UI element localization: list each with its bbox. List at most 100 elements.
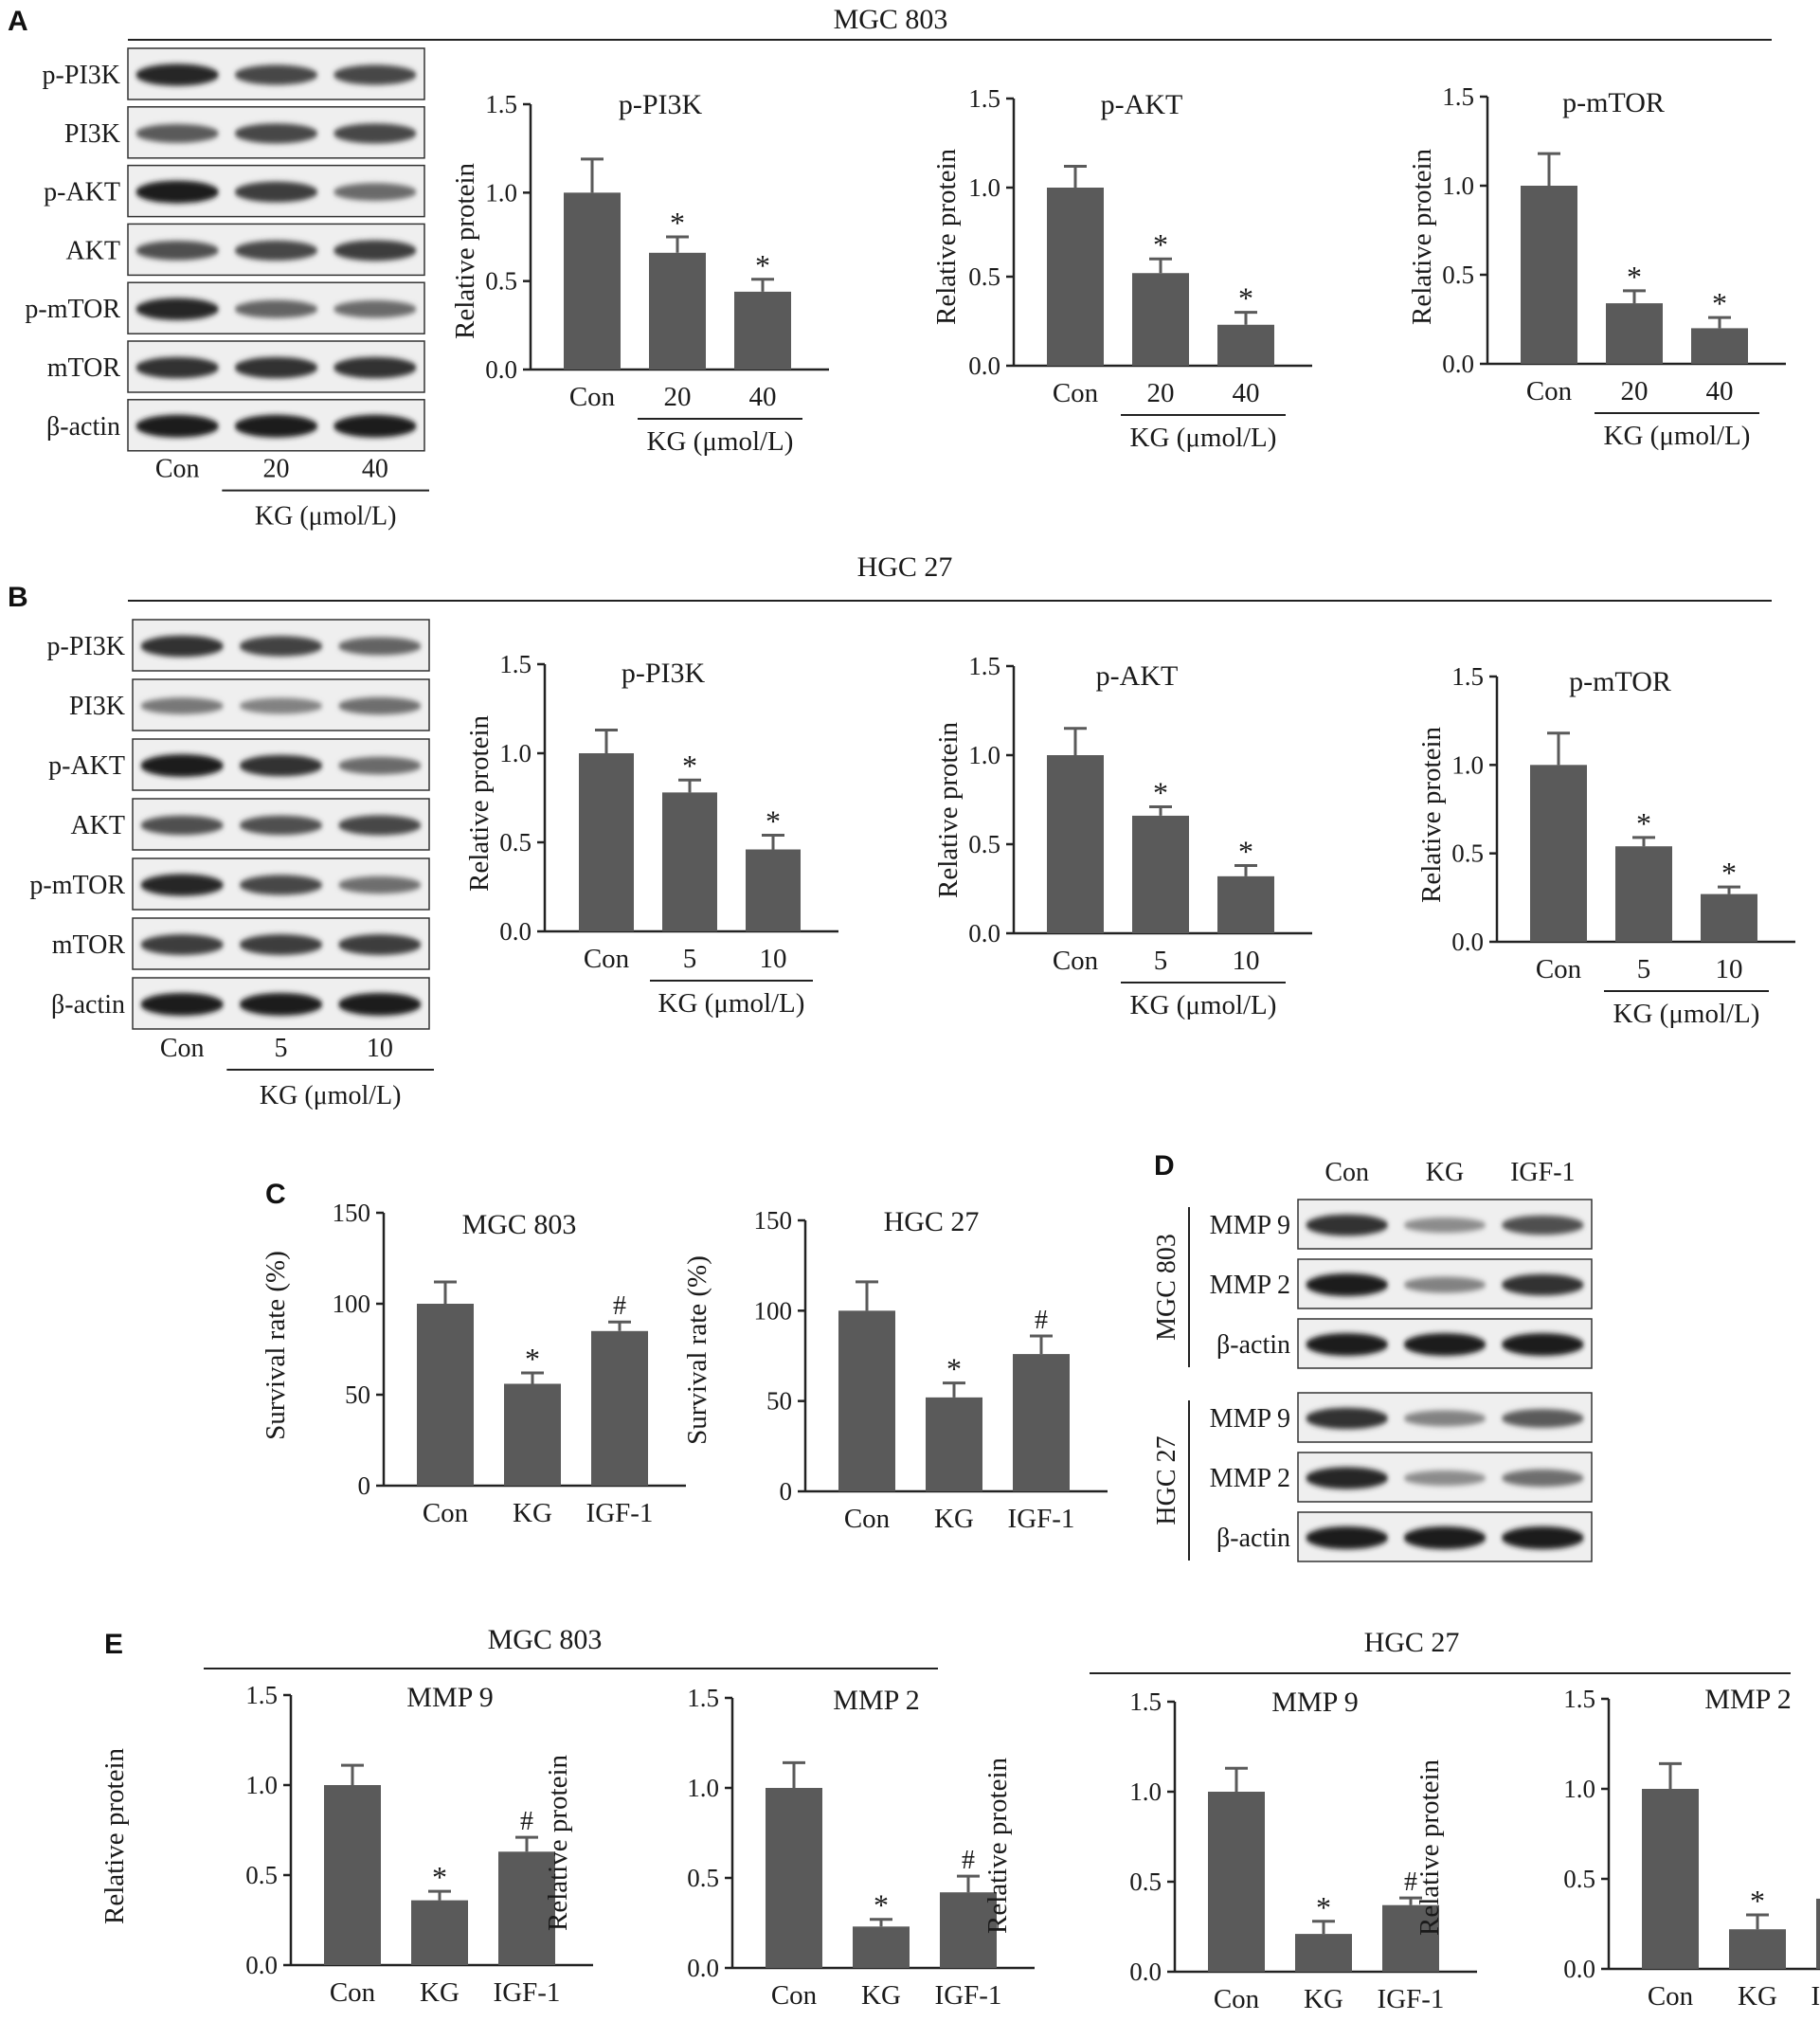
y-tick-label: 0.5	[968, 262, 1000, 291]
y-axis-label: Relative protein	[99, 1747, 130, 1924]
y-tick-label: 1.5	[245, 1681, 278, 1709]
significance-star: *	[432, 1860, 447, 1894]
significance-star: *	[766, 803, 781, 838]
band	[239, 754, 323, 777]
y-tick-label: 100	[754, 1296, 793, 1325]
bar-con	[324, 1785, 381, 1965]
band	[239, 815, 323, 836]
bar-igf-1	[1382, 1904, 1439, 1972]
chart-e-mmp-9: 0.0 0.5 1.0 1.5 Relative protein MMP 9 Con * KG #…	[982, 1687, 1477, 2014]
category-label: IGF-1	[935, 1980, 1002, 2011]
bar-charts: 0.0 0.5 1.0 1.5 Relative protein p-PI3K Con * 20…	[99, 82, 1820, 2014]
band	[1501, 1333, 1584, 1356]
band	[140, 754, 224, 777]
blot-row-beta-actin: β-actin	[1216, 1511, 1593, 1562]
category-label: Con	[844, 1504, 891, 1534]
band	[1306, 1467, 1389, 1489]
error-bar	[515, 1835, 538, 1852]
blot-row-akt: AKT	[70, 798, 430, 851]
blot-row-p-akt: p-AKT	[44, 164, 425, 218]
y-tick-label: 50	[766, 1387, 792, 1416]
bar-kg	[1729, 1929, 1786, 1969]
panel-letter-d: D	[1154, 1150, 1175, 1182]
error-bar	[1030, 1334, 1053, 1355]
band	[333, 414, 417, 438]
band	[234, 181, 318, 203]
category-label: 20	[1621, 376, 1649, 406]
blot-row-akt: AKT	[65, 223, 425, 277]
group-label: KG (μmol/L)	[647, 426, 794, 457]
chart-b-p-akt: 0.0 0.5 1.0 1.5 Relative protein p-AKT Con * 5 * 1…	[933, 652, 1312, 1020]
blot-row-label: MMP 9	[1210, 1404, 1290, 1434]
bar-5	[1132, 815, 1189, 933]
category-label: Con	[423, 1498, 469, 1528]
band	[1306, 1214, 1389, 1236]
y-tick-label: 1.5	[485, 90, 517, 118]
error-bar	[751, 278, 774, 292]
group-label: KG (μmol/L)	[658, 988, 805, 1019]
chart-title: MMP 9	[1271, 1687, 1358, 1718]
band	[135, 356, 219, 379]
band	[234, 240, 318, 261]
error-bar	[1312, 1920, 1335, 1935]
y-tick-label: 0.0	[1563, 1955, 1595, 1983]
chart-title: p-mTOR	[1569, 666, 1671, 697]
category-label: Con	[1053, 946, 1099, 976]
lane-label: 40	[362, 455, 388, 484]
y-tick-label: 0.5	[687, 1864, 719, 1892]
blot-row-label: p-mTOR	[25, 295, 120, 324]
band	[140, 874, 224, 896]
bar-con	[417, 1304, 474, 1486]
bar-kg	[504, 1383, 561, 1486]
category-label: 10	[1233, 946, 1260, 976]
significance-hash: #	[962, 1846, 975, 1875]
band	[338, 637, 422, 656]
band	[333, 356, 417, 379]
significance-star: *	[755, 248, 770, 282]
y-tick-label: 0.0	[1442, 350, 1474, 378]
band	[135, 63, 219, 86]
band	[1403, 1470, 1487, 1487]
blot-row-mmp-2: MMP 2	[1210, 1452, 1593, 1503]
band	[239, 934, 323, 955]
category-label: 10	[760, 944, 787, 974]
y-tick-label: 150	[333, 1199, 371, 1227]
bar-con	[1047, 755, 1104, 933]
band	[1403, 1526, 1487, 1549]
category-label: Con	[1536, 954, 1582, 984]
band	[333, 123, 417, 144]
blot-row-label: MMP 2	[1210, 1464, 1290, 1493]
category-label: IGF-1	[586, 1498, 654, 1528]
category-label: IGF-1	[1378, 1984, 1445, 2014]
y-tick-label: 0.5	[485, 267, 517, 296]
blot-row-mmp-9: MMP 9	[1210, 1199, 1593, 1250]
y-tick-label: 0.5	[1129, 1868, 1162, 1896]
band	[135, 241, 219, 261]
category-label: 10	[1716, 954, 1743, 984]
y-axis-label: Relative protein	[450, 162, 480, 339]
panel-e-header-hgc27: HGC 27	[1364, 1627, 1460, 1658]
band	[234, 299, 318, 318]
y-axis-label: Relative protein	[1416, 726, 1447, 903]
error-bar	[943, 1381, 965, 1398]
y-tick-label: 0.0	[968, 352, 1000, 380]
error-bar	[1547, 731, 1570, 766]
band	[1501, 1215, 1584, 1236]
y-tick-label: 0	[780, 1477, 793, 1506]
y-tick-label: 0.5	[1451, 839, 1484, 868]
chart-b-p-mtor: 0.0 0.5 1.0 1.5 Relative protein p-mTOR Con * 5 *…	[1416, 662, 1795, 1029]
error-bar	[762, 833, 784, 850]
bar-40	[734, 291, 791, 370]
bar-20	[1606, 303, 1663, 364]
band	[234, 64, 318, 85]
error-bar	[341, 1763, 364, 1785]
category-label: IGF-1	[1811, 1981, 1820, 2012]
bar-20	[649, 252, 706, 370]
blot-row-label: p-mTOR	[29, 871, 125, 900]
category-label: Con	[1214, 1984, 1260, 2014]
blot-panel-a: p-PI3K PI3K p-AKT AKT p-mTOR mTOR β-actin Con 20…	[25, 47, 429, 532]
bar-10	[1701, 893, 1757, 942]
band	[234, 356, 318, 379]
blot-row-pi3k: PI3K	[64, 106, 425, 159]
